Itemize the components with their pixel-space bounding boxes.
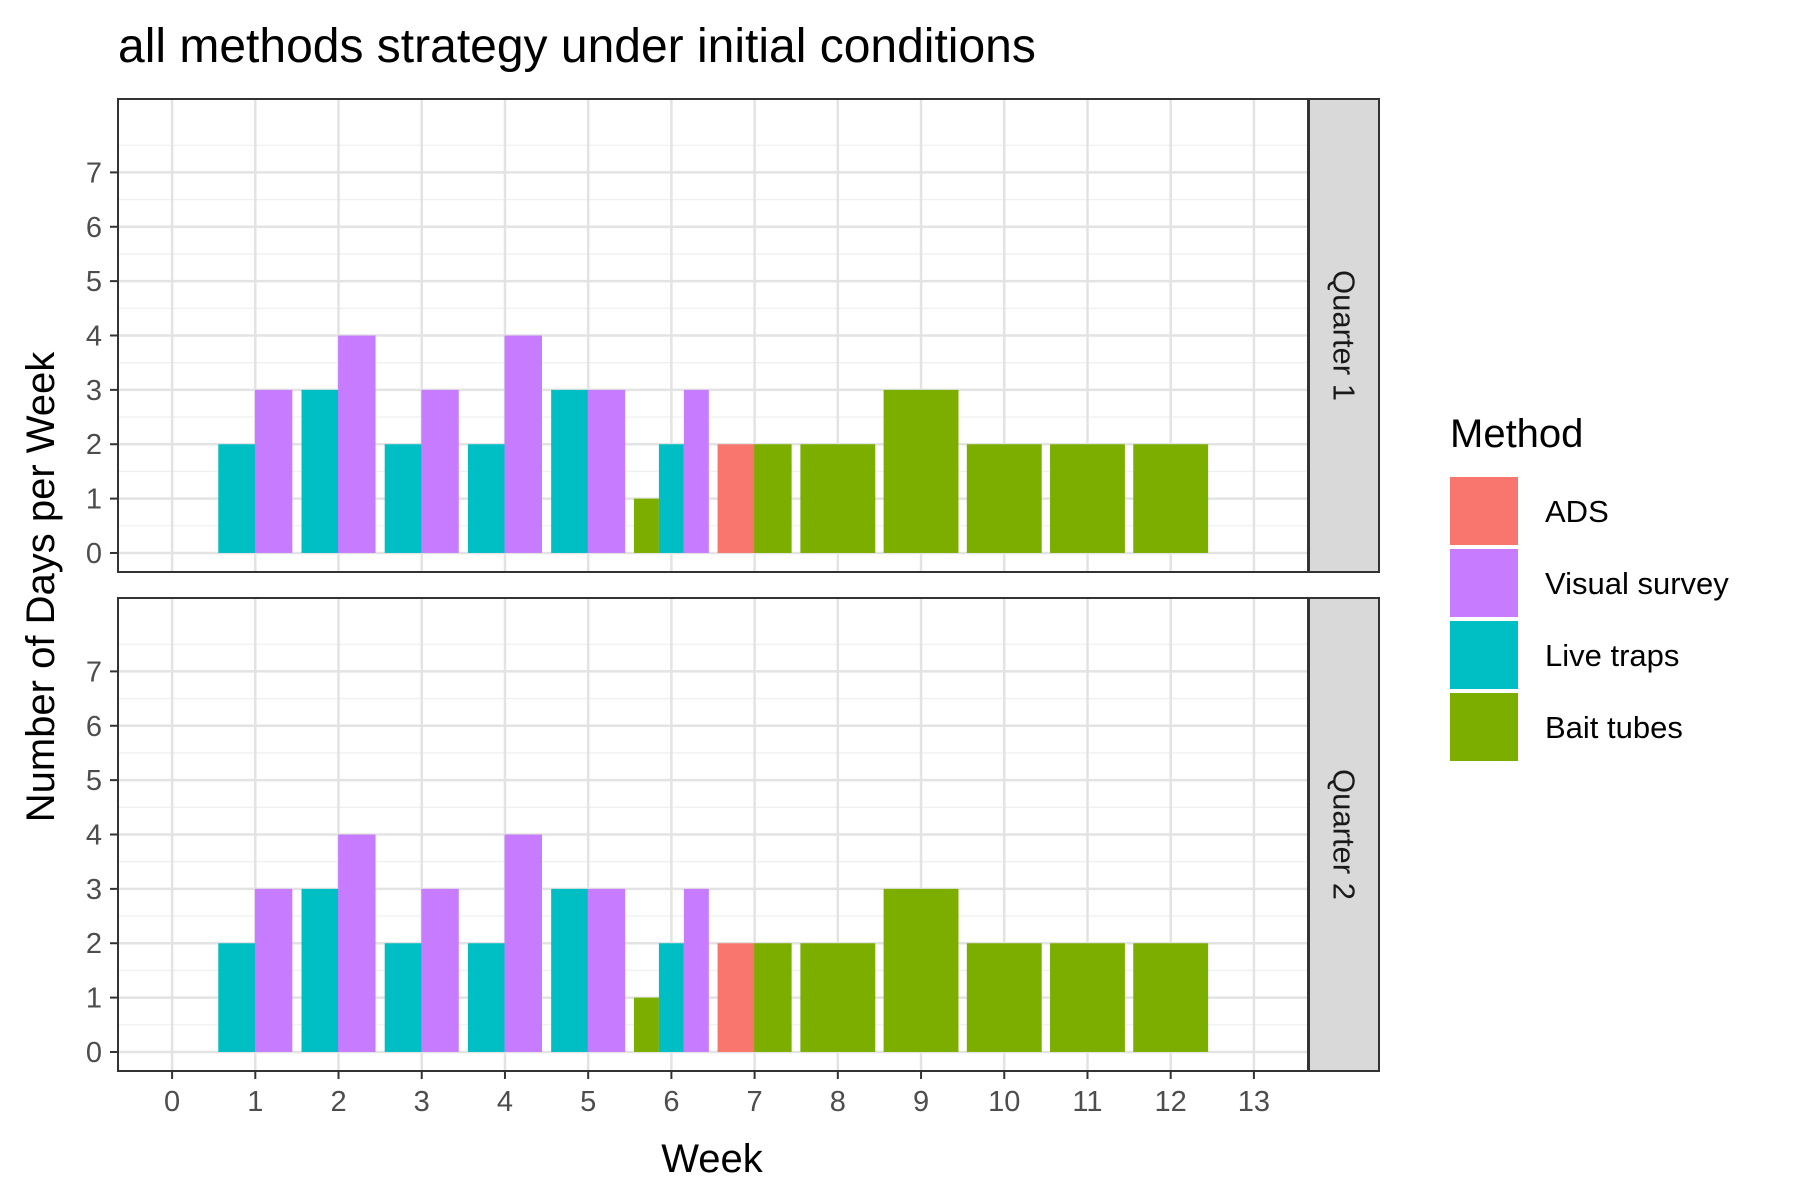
bar-visual-survey-week-1 <box>254 389 293 553</box>
facet-strip <box>1308 98 1380 573</box>
bar-bait-tubes-week-11 <box>1050 943 1125 1052</box>
bar-visual-survey-week-6 <box>683 389 709 553</box>
legend-key-ads <box>1450 477 1518 545</box>
bar-bait-tubes-week-8 <box>800 444 876 553</box>
bar-bait-tubes-week-10 <box>966 444 1042 553</box>
chart-title: all methods strategy under initial condi… <box>118 20 1036 73</box>
y-tick-label: 3 <box>86 375 102 407</box>
facet-panels: 0 1 2 3 4 5 6 7 Quarter 1 0 1 2 3 4 5 6 7 Quarter 2 <box>86 98 1380 1072</box>
legend-key-bait-tubes <box>1450 693 1518 761</box>
bar-bait-tubes-week-11 <box>1050 444 1125 553</box>
legend-label: ADS <box>1545 494 1609 529</box>
bar-bait-tubes-week-12 <box>1133 444 1209 553</box>
bar-ads-week-7 <box>717 943 756 1052</box>
x-tick-label: 10 <box>988 1086 1020 1118</box>
x-tick-label: 6 <box>663 1086 679 1118</box>
bar-live-traps-week-3 <box>384 444 423 553</box>
bar-bait-tubes-week-8 <box>800 943 876 1052</box>
x-tick-label: 0 <box>164 1086 180 1118</box>
bar-live-traps-week-3 <box>384 943 423 1052</box>
legend-title: Method <box>1450 412 1583 456</box>
bar-visual-survey-week-4 <box>504 335 542 553</box>
facet-strip-label: Quarter 1 <box>1327 270 1362 401</box>
bar-live-traps-week-2 <box>301 888 339 1052</box>
bar-visual-survey-week-1 <box>254 888 293 1052</box>
legend-label: Live traps <box>1545 638 1679 673</box>
legend-label: Visual survey <box>1545 566 1729 601</box>
bar-visual-survey-week-4 <box>504 834 542 1052</box>
bar-bait-tubes-week-6 <box>633 997 659 1052</box>
bar-visual-survey-week-3 <box>421 389 459 553</box>
y-tick-label: 3 <box>86 874 102 906</box>
facet-strip-label: Quarter 2 <box>1327 769 1362 900</box>
x-tick-label: 9 <box>913 1086 929 1118</box>
y-tick-label: 6 <box>86 212 102 244</box>
y-tick-label: 4 <box>86 321 102 353</box>
bar-live-traps-week-5 <box>551 389 589 553</box>
x-axis: 0 1 2 3 4 5 6 7 8 9 10 11 12 13 <box>164 1071 1270 1118</box>
y-tick-label: 2 <box>86 429 102 461</box>
x-tick-label: 12 <box>1155 1086 1187 1118</box>
x-axis-title: Week <box>661 1137 764 1181</box>
facet-strip <box>1308 597 1380 1072</box>
x-tick-label: 4 <box>497 1086 513 1118</box>
legend-label: Bait tubes <box>1545 710 1683 745</box>
x-tick-label: 7 <box>747 1086 763 1118</box>
bar-visual-survey-week-2 <box>338 335 376 553</box>
bar-visual-survey-week-5 <box>587 389 626 553</box>
bar-bait-tubes-week-10 <box>966 943 1042 1052</box>
bar-visual-survey-week-2 <box>338 834 376 1052</box>
bar-live-traps-week-4 <box>467 444 506 553</box>
x-tick-label: 3 <box>414 1086 430 1118</box>
bar-live-traps-week-1 <box>218 943 256 1052</box>
y-tick-label: 2 <box>86 928 102 960</box>
bar-bait-tubes-week-7 <box>754 444 792 553</box>
y-tick-label: 0 <box>86 538 102 570</box>
y-tick-label: 4 <box>86 820 102 852</box>
legend: Method ADS Visual survey Live traps Bait tu… <box>1450 412 1729 761</box>
bar-live-traps-week-2 <box>301 389 339 553</box>
y-tick-label: 1 <box>86 484 102 516</box>
bar-visual-survey-week-3 <box>421 888 459 1052</box>
y-tick-label: 1 <box>86 983 102 1015</box>
y-tick-label: 7 <box>86 656 102 688</box>
bar-bait-tubes-week-12 <box>1133 943 1209 1052</box>
x-tick-label: 11 <box>1072 1086 1102 1118</box>
bar-bait-tubes-week-9 <box>883 888 959 1052</box>
legend-key-live-traps <box>1450 621 1518 689</box>
y-tick-label: 0 <box>86 1037 102 1069</box>
y-tick-label: 5 <box>86 765 102 797</box>
y-tick-label: 5 <box>86 266 102 298</box>
y-axis-title: Number of Days per Week <box>19 351 63 823</box>
y-tick-label: 7 <box>86 157 102 189</box>
bar-live-traps-week-1 <box>218 444 256 553</box>
x-tick-label: 1 <box>247 1086 263 1118</box>
x-tick-label: 13 <box>1238 1086 1270 1118</box>
x-tick-label: 8 <box>830 1086 846 1118</box>
bar-bait-tubes-week-6 <box>633 498 659 553</box>
x-tick-label: 2 <box>330 1086 346 1118</box>
bar-visual-survey-week-5 <box>587 888 626 1052</box>
bar-visual-survey-week-6 <box>683 888 709 1052</box>
bar-ads-week-7 <box>717 444 756 553</box>
bar-bait-tubes-week-9 <box>883 389 959 553</box>
y-tick-label: 6 <box>86 711 102 743</box>
bar-live-traps-week-5 <box>551 888 589 1052</box>
bar-live-traps-week-6 <box>658 444 684 553</box>
bar-bait-tubes-week-7 <box>754 943 792 1052</box>
bar-live-traps-week-6 <box>658 943 684 1052</box>
facet-panel-2: 0 1 2 3 4 5 6 7 Quarter 2 <box>86 597 1380 1072</box>
bar-live-traps-week-4 <box>467 943 506 1052</box>
x-tick-label: 5 <box>580 1086 596 1118</box>
legend-key-visual-survey <box>1450 549 1518 617</box>
facet-panel-1: 0 1 2 3 4 5 6 7 Quarter 1 <box>86 98 1380 573</box>
